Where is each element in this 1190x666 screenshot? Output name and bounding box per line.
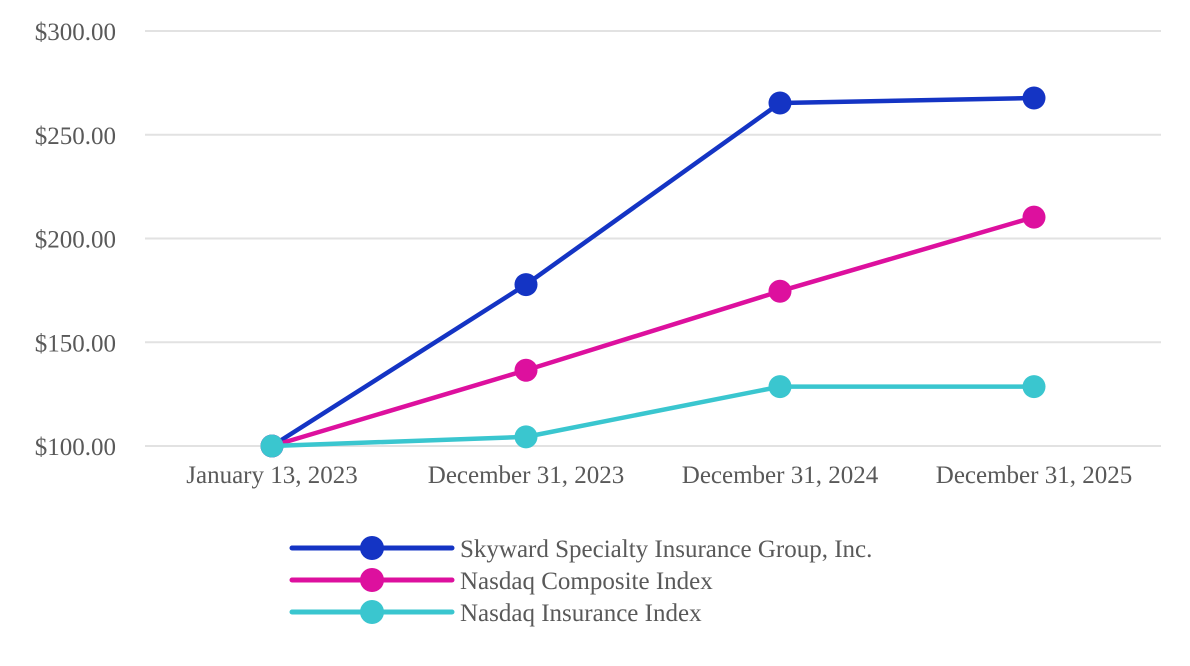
data-point-marker	[768, 279, 792, 303]
y-tick-label: $200.00	[35, 227, 116, 254]
series-line	[269, 384, 1037, 449]
x-tick-label: December 31, 2024	[682, 462, 879, 489]
y-tick-label: $250.00	[35, 123, 116, 150]
legend-label: Skyward Specialty Insurance Group, Inc.	[460, 536, 872, 563]
legend-item: Nasdaq Insurance Index	[289, 600, 702, 627]
series-lines	[260, 86, 1046, 458]
legend-label: Nasdaq Composite Index	[460, 568, 713, 595]
data-point-marker	[260, 434, 284, 458]
data-point-marker	[768, 375, 792, 399]
data-point-marker	[514, 358, 538, 382]
legend-item: Nasdaq Composite Index	[289, 568, 713, 595]
data-point-marker	[768, 91, 792, 115]
y-tick-label: $300.00	[35, 19, 116, 46]
data-point-marker	[1022, 375, 1046, 399]
legend-swatch-dot	[360, 536, 384, 560]
data-point-marker	[1022, 205, 1046, 229]
legend-item: Skyward Specialty Insurance Group, Inc.	[289, 536, 872, 563]
legend: Skyward Specialty Insurance Group, Inc. N…	[289, 536, 872, 627]
gridlines	[145, 30, 1161, 447]
legend-swatch-dot	[360, 568, 384, 592]
data-point-marker	[514, 273, 538, 297]
data-point-marker	[514, 425, 538, 449]
x-tick-label: January 13, 2023	[186, 462, 358, 489]
legend-label: Nasdaq Insurance Index	[460, 600, 702, 627]
x-tick-label: December 31, 2025	[936, 462, 1132, 489]
y-tick-label: $100.00	[35, 434, 116, 461]
x-tick-label: December 31, 2023	[428, 462, 624, 489]
data-point-marker	[1022, 86, 1046, 110]
legend-swatch-dot	[360, 600, 384, 624]
y-tick-label: $150.00	[35, 330, 116, 357]
x-axis-labels: January 13, 2023 December 31, 2023 Decembe…	[186, 462, 1132, 489]
series-line	[269, 95, 1037, 449]
y-axis-labels: $100.00 $150.00 $200.00 $250.00 $300.00	[35, 19, 116, 461]
series-line	[269, 214, 1037, 449]
